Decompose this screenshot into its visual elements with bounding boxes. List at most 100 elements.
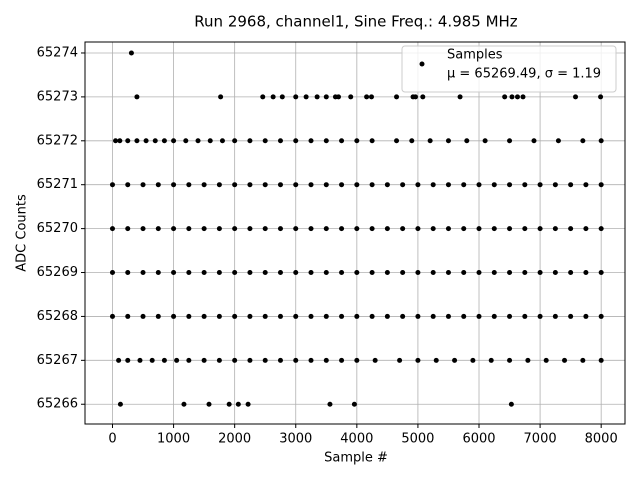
sample-point	[525, 357, 531, 363]
sample-point	[134, 138, 140, 144]
sample-point	[113, 138, 119, 144]
sample-point	[555, 138, 561, 144]
sample-point	[464, 138, 470, 144]
sample-point	[171, 270, 177, 276]
sample-point	[507, 313, 513, 319]
y-tick-label: 65268	[37, 309, 78, 324]
sample-point	[364, 94, 370, 100]
sample-point	[171, 182, 177, 188]
sample-point	[461, 182, 467, 188]
sample-point	[308, 138, 314, 144]
sample-point	[323, 357, 329, 363]
sample-point	[445, 138, 451, 144]
sample-point	[583, 182, 589, 188]
sample-point	[293, 357, 299, 363]
sample-point	[522, 226, 528, 232]
sample-point	[247, 357, 253, 363]
x-tick-label: 1000	[157, 432, 190, 447]
sample-point	[201, 357, 207, 363]
sample-point	[351, 401, 357, 407]
sample-point	[445, 226, 451, 232]
sample-point	[537, 270, 543, 276]
sample-point	[452, 357, 458, 363]
sample-point	[507, 270, 513, 276]
sample-point	[369, 138, 375, 144]
sample-point	[308, 182, 314, 188]
sample-point	[354, 357, 360, 363]
sample-point	[384, 182, 390, 188]
sample-point	[397, 357, 403, 363]
sample-point	[543, 357, 549, 363]
sample-point	[394, 138, 400, 144]
sample-point	[186, 313, 192, 319]
sample-point	[155, 270, 161, 276]
sample-point	[155, 226, 161, 232]
sample-point	[277, 226, 283, 232]
sample-point	[293, 313, 299, 319]
sample-point	[327, 401, 333, 407]
sample-point	[457, 94, 463, 100]
sample-point	[537, 226, 543, 232]
sample-point	[201, 182, 207, 188]
sample-point	[216, 270, 222, 276]
sample-point	[400, 270, 406, 276]
sample-point	[323, 313, 329, 319]
sample-point	[598, 357, 604, 363]
sample-point	[339, 357, 345, 363]
sample-point	[552, 313, 558, 319]
sample-point	[216, 226, 222, 232]
sample-point	[339, 182, 345, 188]
y-tick-label: 65269	[37, 265, 78, 280]
sample-point	[562, 357, 568, 363]
sample-point	[568, 182, 574, 188]
sample-point	[598, 94, 604, 100]
sample-point	[323, 182, 329, 188]
sample-point	[186, 226, 192, 232]
sample-point	[339, 226, 345, 232]
sample-point	[461, 270, 467, 276]
sample-point	[372, 357, 378, 363]
legend-label: Samples	[447, 48, 503, 63]
sample-point	[308, 357, 314, 363]
sample-point	[461, 313, 467, 319]
sample-point	[201, 226, 207, 232]
sample-point	[262, 138, 268, 144]
sample-point	[583, 226, 589, 232]
sample-point	[308, 226, 314, 232]
sample-point	[109, 226, 115, 232]
chart-title: Run 2968, channel1, Sine Freq.: 4.985 MH…	[194, 13, 518, 31]
sample-point	[488, 357, 494, 363]
sample-point	[482, 138, 488, 144]
sample-point	[232, 357, 238, 363]
sample-point	[522, 182, 528, 188]
sample-point	[394, 94, 400, 100]
sample-point	[514, 94, 520, 100]
sample-point	[507, 138, 513, 144]
sample-point	[384, 270, 390, 276]
sample-point	[277, 270, 283, 276]
plot-frame	[84, 41, 626, 425]
sample-point	[354, 138, 360, 144]
sample-point	[415, 270, 421, 276]
sample-point	[293, 226, 299, 232]
sample-point	[174, 357, 180, 363]
sample-point	[277, 138, 283, 144]
sample-point	[161, 357, 167, 363]
sample-point	[149, 357, 155, 363]
sample-point	[171, 313, 177, 319]
legend-box	[401, 45, 617, 93]
sample-point	[195, 138, 201, 144]
sample-point	[109, 313, 115, 319]
sample-point	[137, 357, 143, 363]
sample-point	[507, 182, 513, 188]
sample-point	[531, 138, 537, 144]
y-tick-label: 65266	[37, 397, 78, 412]
sample-point	[216, 357, 222, 363]
sample-point	[262, 182, 268, 188]
sample-point	[247, 182, 253, 188]
sample-point	[552, 226, 558, 232]
sample-point	[415, 357, 421, 363]
sample-point	[354, 270, 360, 276]
sample-point	[247, 313, 253, 319]
sample-point	[125, 313, 131, 319]
